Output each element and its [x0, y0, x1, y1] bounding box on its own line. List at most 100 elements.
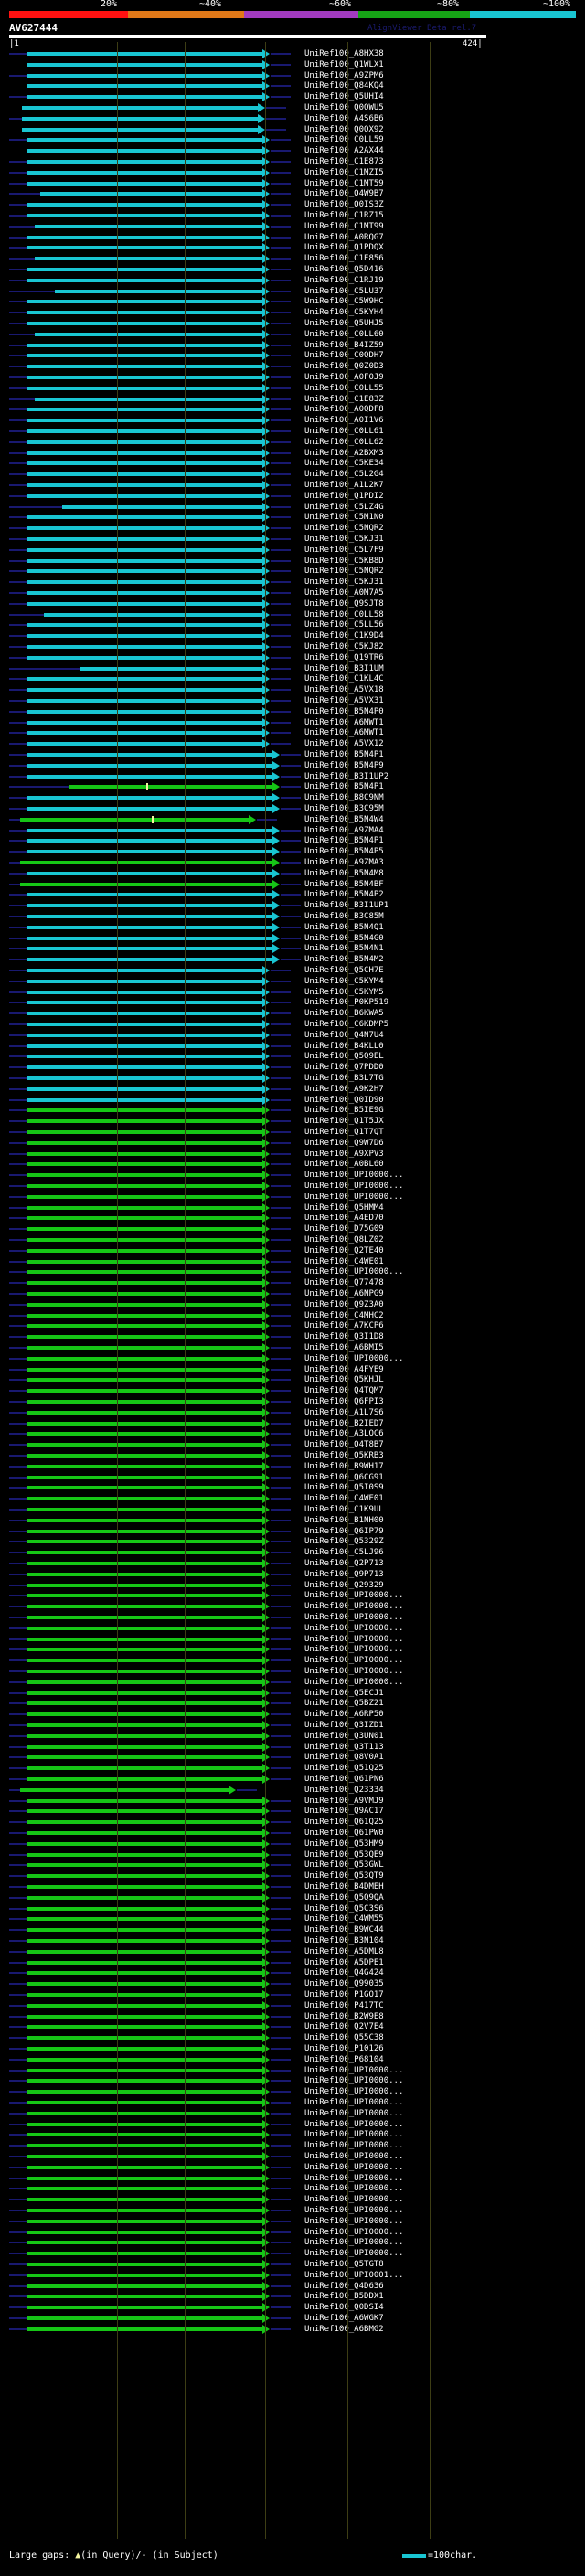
hit-alignment-bar[interactable] [27, 1626, 262, 1630]
hit-accession-label[interactable]: UniRef100_Q55C38 [304, 2033, 384, 2043]
hit-alignment-bar[interactable] [27, 1367, 262, 1372]
hit-accession-label[interactable]: UniRef100_UPI0000... [304, 1192, 404, 1202]
hit-alignment-bar[interactable] [35, 257, 262, 261]
alignment-hit-row[interactable]: UniRef100_B5N4G0 [0, 933, 585, 944]
hit-alignment-bar[interactable] [27, 386, 262, 390]
hit-alignment-bar[interactable] [27, 1281, 262, 1286]
hit-accession-label[interactable]: UniRef100_A0QDF8 [304, 405, 384, 415]
hit-alignment-bar[interactable] [27, 1637, 262, 1641]
alignment-hit-row[interactable]: UniRef100_Q77478 [0, 1277, 585, 1288]
hit-alignment-bar[interactable] [27, 655, 262, 660]
hit-accession-label[interactable]: UniRef100_Q99035 [304, 1979, 384, 1989]
alignment-hit-row[interactable]: UniRef100_B2IED7 [0, 1418, 585, 1429]
alignment-hit-row[interactable]: UniRef100_UPI0000... [0, 2065, 585, 2076]
hit-alignment-bar[interactable] [69, 785, 272, 790]
alignment-hit-row[interactable]: UniRef100_A5DML8 [0, 1946, 585, 1957]
alignment-hit-row[interactable]: UniRef100_Q29329 [0, 1580, 585, 1591]
alignment-hit-row[interactable]: UniRef100_A7KCP6 [0, 1320, 585, 1331]
alignment-hit-row[interactable]: UniRef100_C1MZI5 [0, 167, 585, 178]
hit-accession-label[interactable]: UniRef100_UPI0000... [304, 2130, 404, 2140]
hit-accession-label[interactable]: UniRef100_B5N4M8 [304, 868, 384, 878]
alignment-hit-row[interactable]: UniRef100_UPI0000... [0, 1634, 585, 1645]
alignment-hit-row[interactable]: UniRef100_UPI0000... [0, 2194, 585, 2205]
hit-accession-label[interactable]: UniRef100_C0LL62 [304, 437, 384, 447]
hit-alignment-bar[interactable] [27, 1648, 262, 1652]
alignment-hit-row[interactable]: UniRef100_P0KP519 [0, 997, 585, 1008]
hit-accession-label[interactable]: UniRef100_A5VX12 [304, 739, 384, 749]
hit-alignment-bar[interactable] [27, 580, 262, 585]
hit-accession-label[interactable]: UniRef100_C0LL55 [304, 383, 384, 393]
hit-accession-label[interactable]: UniRef100_Q9P713 [304, 1569, 384, 1579]
alignment-hit-row[interactable]: UniRef100_Q5I0S9 [0, 1482, 585, 1493]
hit-accession-label[interactable]: UniRef100_Q5UHJ5 [304, 319, 384, 328]
hit-accession-label[interactable]: UniRef100_B3L7TG [304, 1074, 384, 1083]
hit-accession-label[interactable]: UniRef100_C0LL61 [304, 427, 384, 436]
hit-accession-label[interactable]: UniRef100_B5N4P9 [304, 760, 384, 770]
alignment-hit-row[interactable]: UniRef100_Q55C38 [0, 2032, 585, 2043]
alignment-hit-row[interactable]: UniRef100_C0LL61 [0, 426, 585, 437]
hit-alignment-bar[interactable] [27, 73, 262, 78]
alignment-hit-row[interactable]: UniRef100_B2W9E8 [0, 2011, 585, 2022]
alignment-hit-row[interactable]: UniRef100_C5LU37 [0, 286, 585, 297]
hit-accession-label[interactable]: UniRef100_Q3I1D8 [304, 1332, 384, 1342]
hit-accession-label[interactable]: UniRef100_A0F0J9 [304, 373, 384, 382]
hit-accession-label[interactable]: UniRef100_B3C95M [304, 804, 384, 813]
alignment-hit-row[interactable]: UniRef100_B3I1UM [0, 663, 585, 674]
hit-accession-label[interactable]: UniRef100_A4ED70 [304, 1214, 384, 1224]
hit-alignment-bar[interactable] [27, 1820, 262, 1825]
alignment-hit-row[interactable]: UniRef100_C5LZ4G [0, 502, 585, 513]
hit-accession-label[interactable]: UniRef100_C5W9HC [304, 297, 384, 307]
alignment-hit-row[interactable]: UniRef100_B8C9NM [0, 792, 585, 803]
hit-accession-label[interactable]: UniRef100_C5KYM5 [304, 987, 384, 997]
alignment-hit-row[interactable]: UniRef100_C5KYH4 [0, 307, 585, 318]
hit-alignment-bar[interactable] [27, 645, 262, 649]
alignment-hit-row[interactable]: UniRef100_UPI0000... [0, 2237, 585, 2248]
hit-accession-label[interactable]: UniRef100_B5N4P0 [304, 706, 384, 716]
alignment-hit-row[interactable]: UniRef100_C5L7F9 [0, 545, 585, 556]
hit-accession-label[interactable]: UniRef100_Q5BZ21 [304, 1699, 384, 1709]
hit-accession-label[interactable]: UniRef100_P10126 [304, 2044, 384, 2053]
alignment-hit-row[interactable]: UniRef100_A0BL60 [0, 1159, 585, 1170]
alignment-hit-row[interactable]: UniRef100_P1GO17 [0, 1989, 585, 2000]
hit-accession-label[interactable]: UniRef100_B8C9NM [304, 793, 384, 803]
hit-alignment-bar[interactable] [27, 300, 262, 304]
alignment-hit-row[interactable]: UniRef100_A6BMG2 [0, 2324, 585, 2335]
hit-alignment-bar[interactable] [35, 397, 262, 401]
hit-alignment-bar[interactable] [27, 2230, 262, 2234]
hit-accession-label[interactable]: UniRef100_C1K9UL [304, 1505, 384, 1514]
hit-accession-label[interactable]: UniRef100_C5LU37 [304, 286, 384, 296]
hit-accession-label[interactable]: UniRef100_A9ZMA3 [304, 858, 384, 867]
hit-accession-label[interactable]: UniRef100_C4WE01 [304, 1494, 384, 1504]
alignment-hit-row[interactable]: UniRef100_C1KL4C [0, 673, 585, 684]
alignment-hit-row[interactable]: UniRef100_C4WE01 [0, 1493, 585, 1504]
hit-accession-label[interactable]: UniRef100_P1GO17 [304, 1990, 384, 1999]
hit-alignment-bar[interactable] [27, 1497, 262, 1501]
hit-accession-label[interactable]: UniRef100_B5N4P1 [304, 836, 384, 846]
alignment-hit-row[interactable]: UniRef100_B5N4M2 [0, 954, 585, 965]
hit-alignment-bar[interactable] [27, 1798, 262, 1803]
hit-alignment-bar[interactable] [27, 2101, 262, 2104]
alignment-hit-row[interactable]: UniRef100_A6MWT1 [0, 727, 585, 738]
alignment-hit-row[interactable]: UniRef100_UPI0000... [0, 1353, 585, 1364]
hit-alignment-bar[interactable] [27, 591, 262, 595]
alignment-hit-row[interactable]: UniRef100_UPI0000... [0, 1655, 585, 1666]
alignment-hit-row[interactable]: UniRef100_Q6FPI3 [0, 1396, 585, 1407]
hit-accession-label[interactable]: UniRef100_C5KB8D [304, 556, 384, 566]
hit-accession-label[interactable]: UniRef100_Q53QE9 [304, 1850, 384, 1860]
alignment-hit-row[interactable]: UniRef100_Q0Z0D3 [0, 361, 585, 372]
hit-alignment-bar[interactable] [27, 2295, 262, 2299]
alignment-hit-row[interactable]: UniRef100_B3I1UP2 [0, 771, 585, 782]
hit-accession-label[interactable]: UniRef100_A5VX31 [304, 696, 384, 705]
alignment-hit-list[interactable]: UniRef100_A8HX38 UniRef100_Q1WLX1 UniRef10… [0, 48, 585, 2539]
alignment-hit-row[interactable]: UniRef100_B9WC44 [0, 1924, 585, 1935]
alignment-hit-row[interactable]: UniRef100_A5VX18 [0, 684, 585, 695]
hit-accession-label[interactable]: UniRef100_C5NQR2 [304, 567, 384, 577]
hit-alignment-bar[interactable] [27, 720, 262, 725]
hit-alignment-bar[interactable] [27, 2273, 262, 2277]
alignment-hit-row[interactable]: UniRef100_Q53HM9 [0, 1839, 585, 1850]
hit-alignment-bar[interactable] [27, 181, 262, 186]
hit-accession-label[interactable]: UniRef100_D75G09 [304, 1224, 384, 1235]
alignment-hit-row[interactable]: UniRef100_B5N4P1 [0, 781, 585, 792]
hit-accession-label[interactable]: UniRef100_C1MZI5 [304, 167, 384, 177]
alignment-hit-row[interactable]: UniRef100_Q5KHJL [0, 1374, 585, 1385]
